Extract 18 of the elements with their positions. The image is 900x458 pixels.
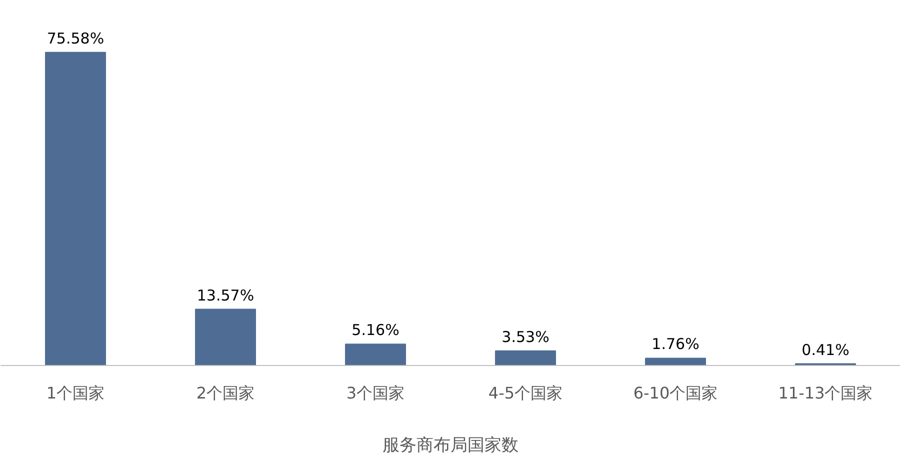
x-axis-title: 服务商布局国家数 [382, 436, 518, 456]
bar [195, 308, 256, 366]
data-label: 75.58% [46, 29, 104, 48]
x-tick-label: 1个国家 [46, 384, 105, 402]
x-tick-label: 6-10个国家 [633, 384, 718, 402]
data-label: 3.53% [502, 328, 550, 346]
x-tick-label: 3个国家 [346, 384, 405, 402]
data-label: 1.76% [652, 335, 700, 354]
data-label: 13.57% [196, 286, 254, 304]
x-tick-label: 2个国家 [196, 384, 255, 402]
bar [645, 358, 706, 366]
data-label: 0.41% [802, 340, 850, 359]
x-tick-label: 4-5个国家 [488, 384, 563, 402]
data-label: 5.16% [352, 321, 400, 340]
bar [345, 344, 406, 366]
bar [495, 350, 556, 366]
x-tick-label: 11-13个国家 [778, 384, 873, 402]
bar [45, 52, 106, 366]
